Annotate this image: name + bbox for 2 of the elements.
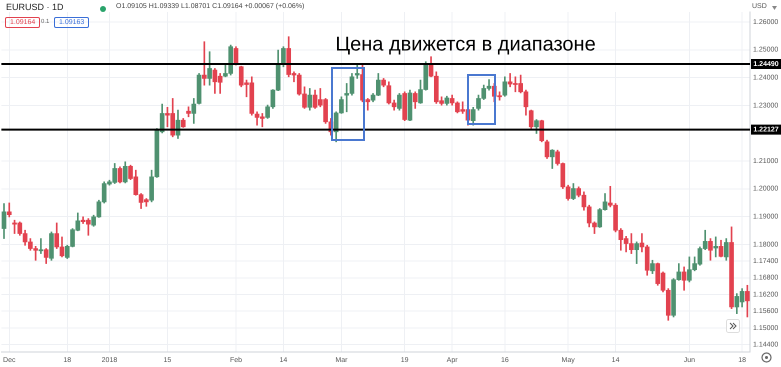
text: EURUSD · 1D xyxy=(6,2,64,12)
text: Цена движется в диапазоне xyxy=(335,34,596,56)
